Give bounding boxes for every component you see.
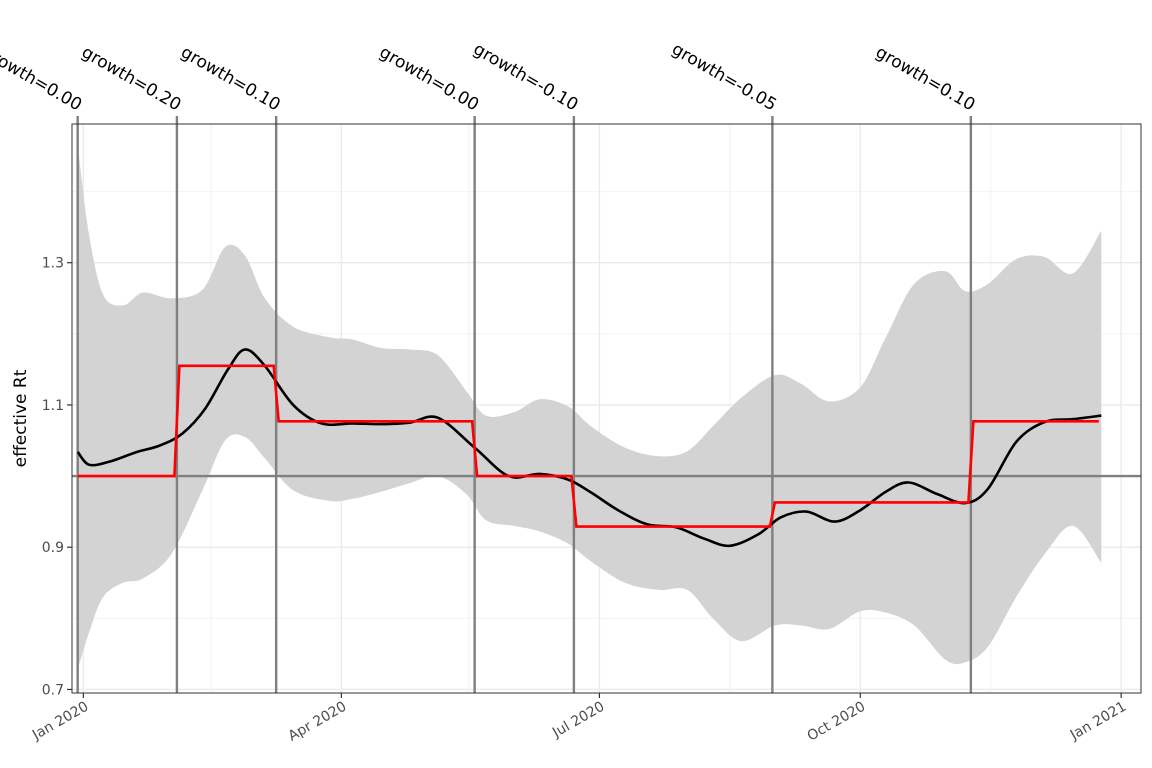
true-rt-step-layer: [77, 364, 1099, 528]
x-tick-label: Jan 2020: [29, 699, 91, 744]
x-tick-label: Oct 2020: [805, 699, 869, 745]
change-point-label: growth=-0.10: [470, 39, 582, 115]
confidence-ribbon: [77, 145, 1102, 670]
y-tick-label: 0.7: [42, 682, 64, 698]
x-tick-label: Jul 2020: [549, 699, 607, 742]
change-point-lines: [76, 116, 973, 693]
true-rt-step-line: [77, 364, 1099, 528]
y-axis-title: effective Rt: [11, 369, 31, 467]
x-tick-label: Apr 2020: [286, 699, 350, 745]
change-point-label: growth=0.10: [177, 42, 283, 115]
rt-estimate-line-layer: [76, 348, 1102, 548]
confidence-ribbon-layer: [77, 145, 1102, 670]
x-tick-label: Jan 2021: [1067, 699, 1129, 744]
y-tick-label: 1.3: [42, 256, 64, 272]
change-point-label: growth=0.10: [872, 42, 978, 115]
change-point-label: growth=-0.05: [668, 39, 780, 115]
change-point-label: growth=0.00: [376, 42, 482, 115]
y-tick-label: 0.9: [42, 540, 64, 556]
y-tick-label: 1.1: [42, 398, 64, 414]
rt-estimate-line: [76, 348, 1102, 548]
change-point-label: growth=0.20: [78, 42, 184, 115]
change-point-label: growth=0.00: [0, 42, 85, 115]
panel-border: [71, 123, 1142, 694]
